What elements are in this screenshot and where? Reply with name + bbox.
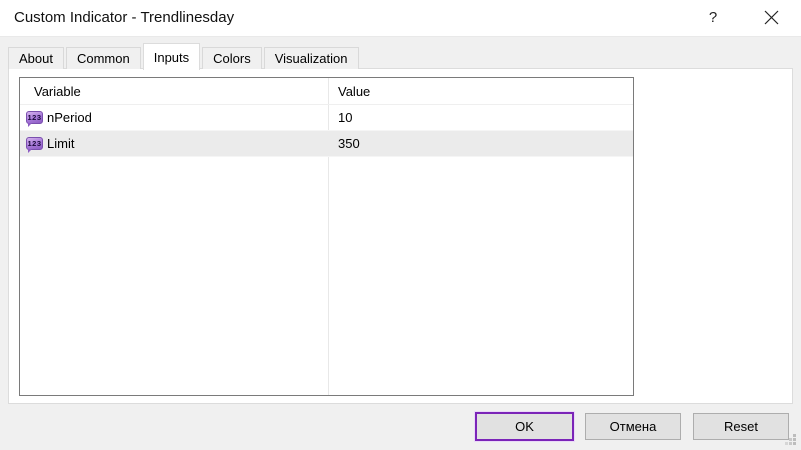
window-title: Custom Indicator - Trendlinesday xyxy=(14,9,235,26)
title-bar: Custom Indicator - Trendlinesday ? xyxy=(0,0,801,37)
tab-strip: About Common Inputs Colors Visualization xyxy=(8,43,361,70)
column-header-value: Value xyxy=(338,83,371,99)
tab-colors[interactable]: Colors xyxy=(202,47,262,69)
close-button[interactable] xyxy=(749,0,793,35)
close-icon xyxy=(764,10,778,25)
help-icon: ? xyxy=(708,9,718,26)
tab-inputs[interactable]: Inputs xyxy=(142,43,201,70)
table-row-nperiod[interactable]: 123 nPeriod 10 xyxy=(20,105,633,131)
reset-button[interactable]: Reset xyxy=(693,413,789,440)
variable-value[interactable]: 350 xyxy=(338,136,360,151)
resize-grip[interactable] xyxy=(784,433,797,446)
inputs-tab-page: Variable Value 123 nPeriod 10 123 Limit … xyxy=(8,68,793,404)
tab-about[interactable]: About xyxy=(8,47,64,69)
help-button[interactable]: ? xyxy=(691,0,735,35)
numeric-type-icon: 123 xyxy=(26,111,43,127)
table-header-row: Variable Value xyxy=(20,78,633,105)
tab-common[interactable]: Common xyxy=(65,47,141,69)
column-separator xyxy=(328,78,329,395)
variable-value[interactable]: 10 xyxy=(338,110,353,125)
numeric-type-icon: 123 xyxy=(26,137,43,153)
cancel-button[interactable]: Отмена xyxy=(585,413,681,440)
column-header-variable: Variable xyxy=(34,83,81,99)
table-row-limit[interactable]: 123 Limit 350 xyxy=(20,131,633,157)
inputs-table: Variable Value 123 nPeriod 10 123 Limit … xyxy=(19,77,634,396)
tab-visualization[interactable]: Visualization xyxy=(263,47,359,69)
ok-button[interactable]: OK xyxy=(475,412,574,441)
variable-name: nPeriod xyxy=(47,110,92,125)
variable-name: Limit xyxy=(47,136,75,151)
